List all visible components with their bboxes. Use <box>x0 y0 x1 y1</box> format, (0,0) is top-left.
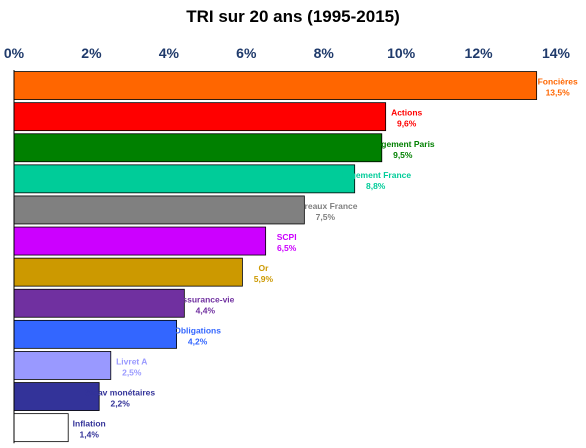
bar-value-label: 9,6% <box>397 119 417 129</box>
bar-value-label: 5,9% <box>254 274 274 284</box>
bar <box>13 164 356 194</box>
bar-category-label: Obligations <box>174 325 221 335</box>
x-axis-ticks: 0% 2% 4% 6% 8% 10% 12% 14% <box>4 45 571 61</box>
bars <box>13 71 538 443</box>
x-tick-label: 6% <box>236 45 257 61</box>
bar <box>13 288 185 318</box>
bar <box>13 319 178 349</box>
bar-category-label: Inflation <box>73 419 106 429</box>
bar-category-label: Livret A <box>116 356 147 366</box>
bar <box>13 133 383 163</box>
bar-value-label: 1,4% <box>80 430 100 440</box>
bar-category-label: SCPI <box>277 232 297 242</box>
bar-value-label: 9,5% <box>393 150 413 160</box>
bar <box>13 102 387 132</box>
bar-category-label: Logement Paris <box>371 139 435 149</box>
bar <box>13 71 538 100</box>
x-tick-label: 4% <box>159 45 180 61</box>
bar-value-label: 7,5% <box>316 212 336 222</box>
bar <box>13 413 69 443</box>
x-tick-label: 0% <box>4 45 25 61</box>
bar-category-label: Actions <box>391 108 422 118</box>
bar-value-label: 4,2% <box>188 336 208 346</box>
x-tick-label: 12% <box>465 45 494 61</box>
x-tick-label: 10% <box>387 45 416 61</box>
bar-value-label: 2,5% <box>122 367 142 377</box>
bar-value-label: 4,4% <box>196 305 216 315</box>
bar <box>13 382 100 411</box>
bar <box>13 226 267 256</box>
chart-title: TRI sur 20 ans (1995-2015) <box>186 7 400 26</box>
bar-value-label: 13,5% <box>546 88 571 98</box>
bar <box>13 195 305 225</box>
bar-category-label: Or <box>258 263 269 273</box>
bar-category-label: Foncières <box>538 77 578 87</box>
x-tick-label: 8% <box>314 45 335 61</box>
bar-value-label: 6,5% <box>277 243 297 253</box>
bar-category-label: Logement France <box>340 170 411 180</box>
bar <box>13 257 243 287</box>
x-tick-label: 2% <box>81 45 102 61</box>
bar-value-label: 8,8% <box>366 181 386 191</box>
bar-value-label: 2,2% <box>110 399 130 409</box>
bar-category-label: Sicav monétaires <box>85 388 155 398</box>
bar-category-label: Assurance-vie <box>176 294 234 304</box>
bar <box>13 351 112 380</box>
bar-category-label: Bureaux France <box>293 201 358 211</box>
x-tick-label: 14% <box>542 45 571 61</box>
